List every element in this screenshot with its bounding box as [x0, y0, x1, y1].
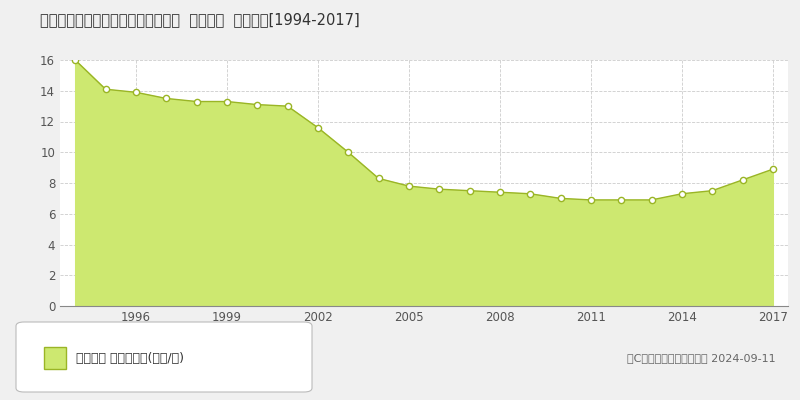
Point — [99, 86, 112, 92]
Point — [402, 183, 415, 189]
Point — [585, 197, 598, 203]
Point — [524, 190, 537, 197]
Point — [221, 98, 234, 105]
Point — [736, 177, 749, 183]
Point — [675, 190, 688, 197]
Point — [190, 98, 203, 105]
Point — [250, 101, 263, 108]
Text: 沖縄県糸満市西崎町５丁目８番７外  地価公示  地価推移[1994-2017]: 沖縄県糸満市西崎町５丁目８番７外 地価公示 地価推移[1994-2017] — [40, 12, 360, 27]
Point — [342, 149, 354, 156]
Point — [130, 89, 142, 96]
Point — [463, 188, 476, 194]
Point — [311, 124, 324, 131]
Text: （C）土地価格ドットコム 2024-09-11: （C）土地価格ドットコム 2024-09-11 — [627, 353, 776, 363]
Point — [766, 166, 779, 172]
Point — [281, 103, 294, 109]
Point — [372, 175, 385, 182]
Point — [614, 197, 627, 203]
Point — [494, 189, 506, 196]
Point — [433, 186, 446, 192]
Point — [706, 188, 718, 194]
Point — [160, 95, 173, 102]
Point — [554, 195, 567, 202]
Point — [645, 197, 658, 203]
Point — [69, 57, 82, 63]
Text: 地価公示 平均坊単価(万円/坊): 地価公示 平均坊単価(万円/坊) — [76, 352, 184, 364]
